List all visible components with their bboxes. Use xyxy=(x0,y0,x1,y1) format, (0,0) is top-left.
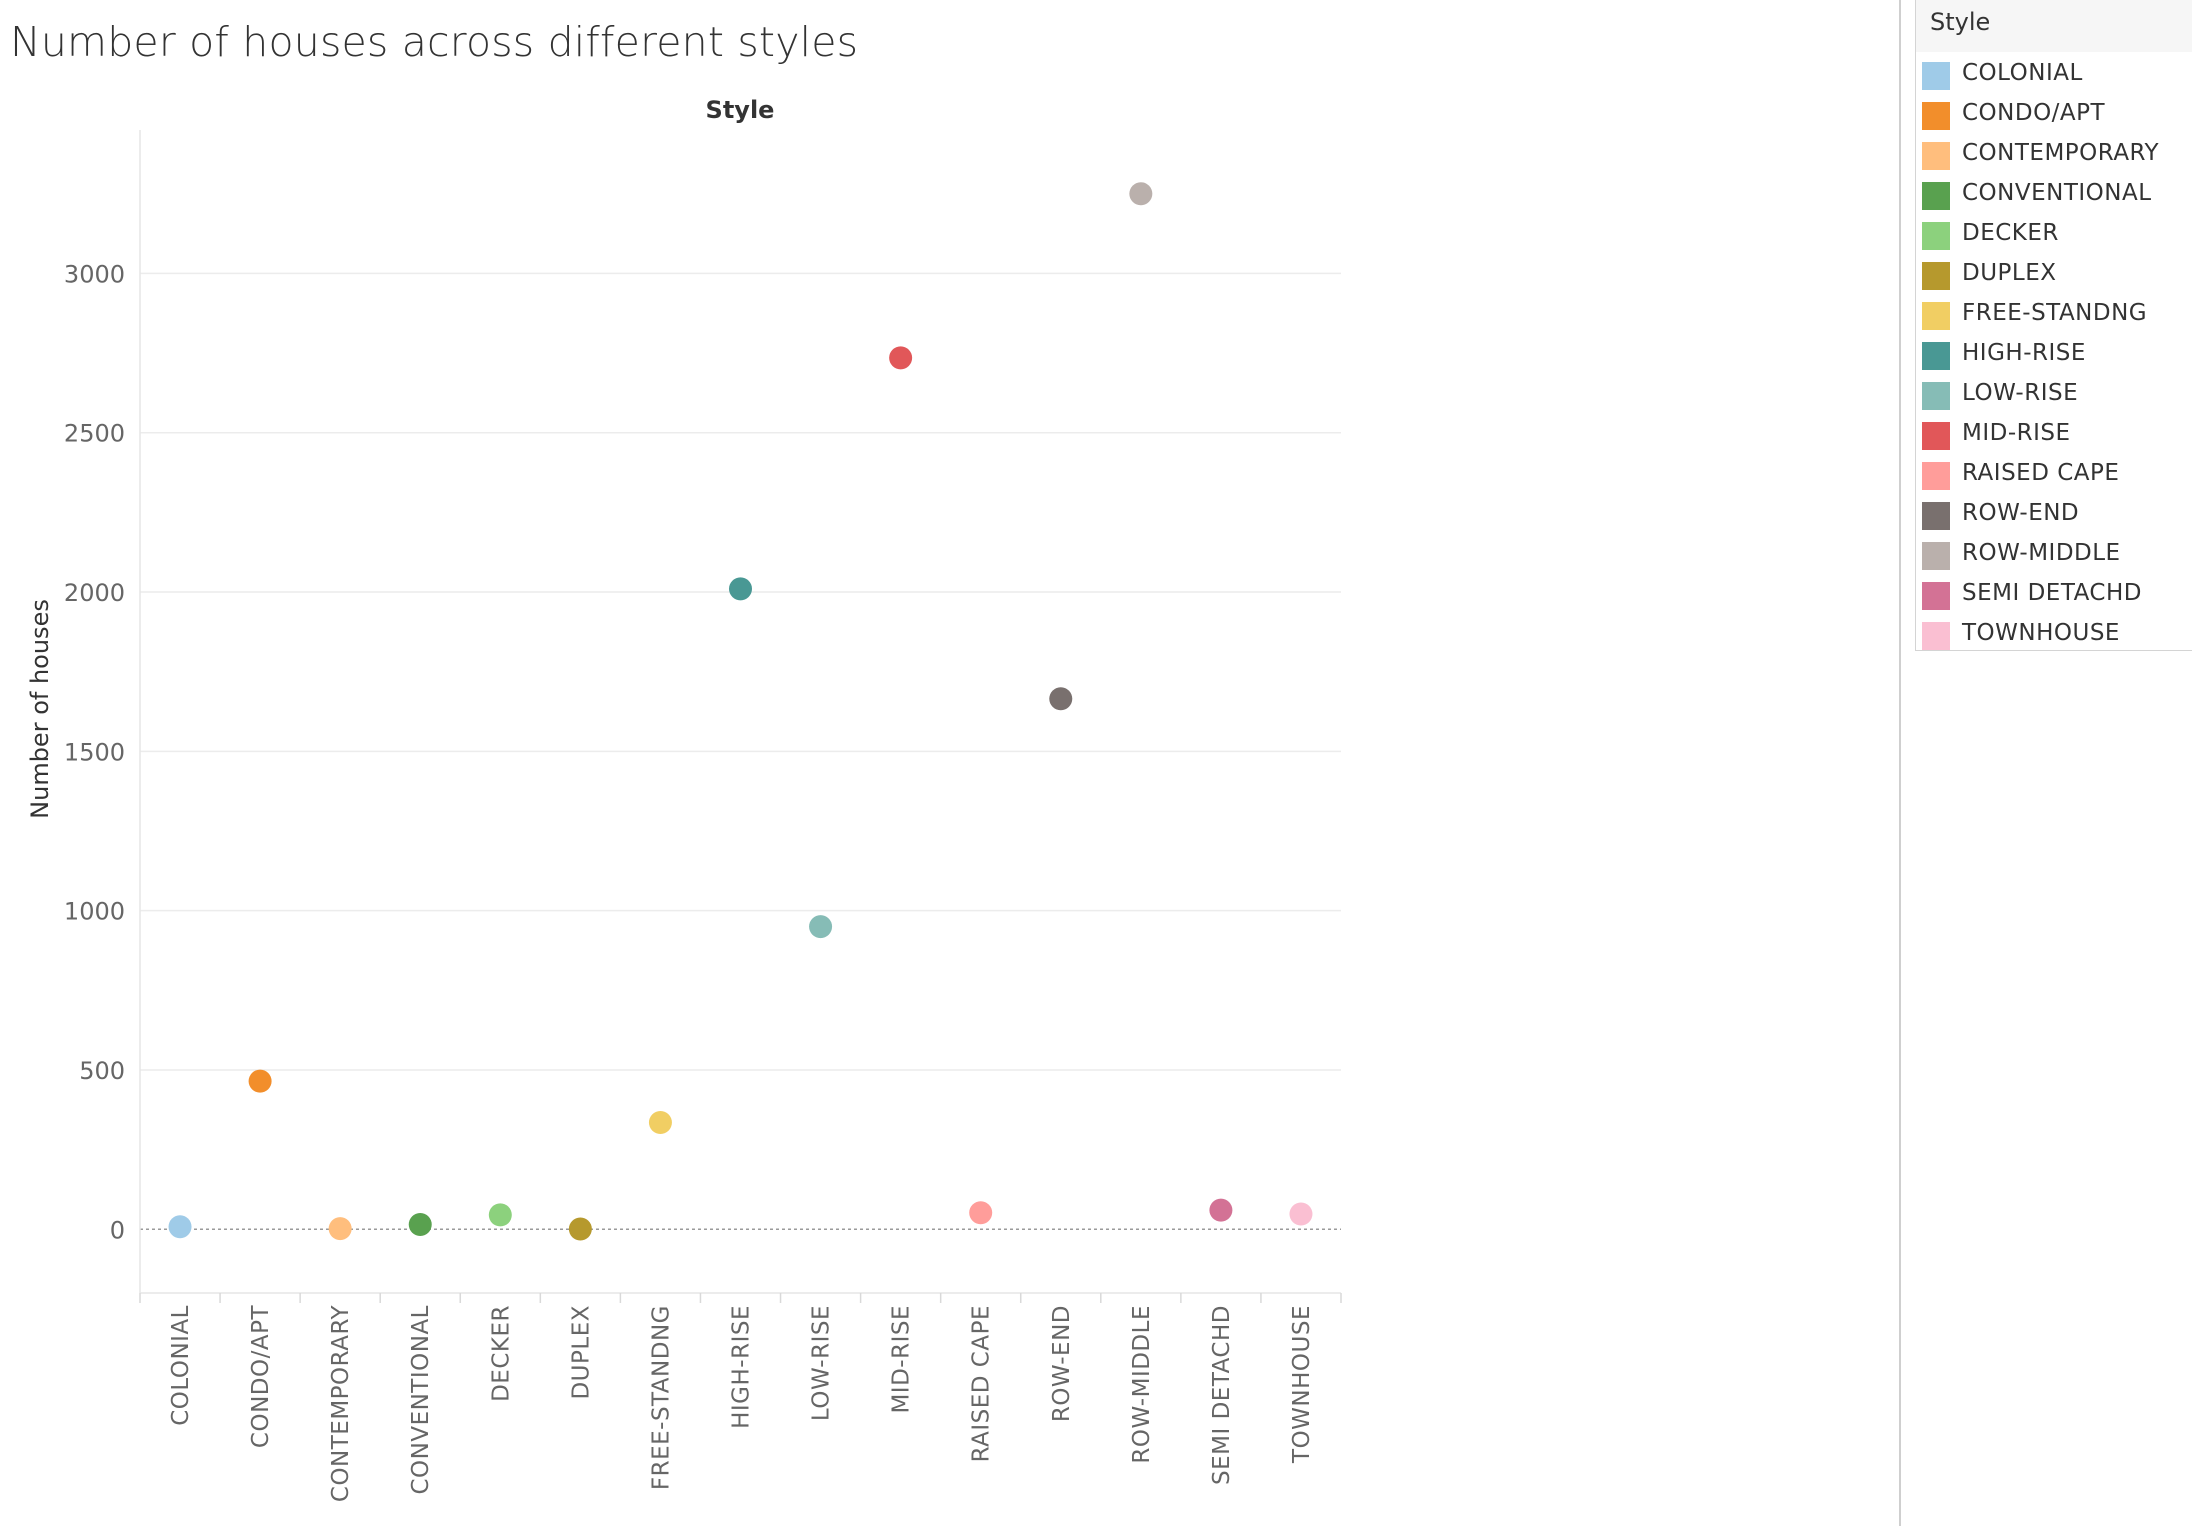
data-point[interactable] xyxy=(809,915,833,939)
x-tick-label: HIGH-RISE xyxy=(729,1305,755,1429)
legend-label: CONVENTIONAL xyxy=(1962,180,2152,206)
legend-label: SEMI DETACHD xyxy=(1962,580,2142,606)
data-point[interactable] xyxy=(488,1203,512,1227)
y-tick-label: 2500 xyxy=(64,420,125,448)
data-point[interactable] xyxy=(168,1215,192,1239)
legend-item[interactable]: SEMI DETACHD xyxy=(1922,576,2192,616)
legend-swatch xyxy=(1922,182,1950,210)
data-point[interactable] xyxy=(729,577,752,601)
y-tick-label: 2000 xyxy=(64,579,125,607)
legend-swatch xyxy=(1922,422,1950,450)
x-tick-label: CONVENTIONAL xyxy=(408,1305,434,1495)
legend-label: LOW-RISE xyxy=(1962,380,2079,406)
data-point[interactable] xyxy=(568,1217,592,1241)
legend-item[interactable]: MID-RISE xyxy=(1922,416,2192,456)
legend-label: ROW-END xyxy=(1962,500,2080,526)
data-point[interactable] xyxy=(648,1111,672,1135)
sidebar: Style COLONIAL CONDO/APT CONTEMPORARY CONVE… xyxy=(1899,0,2192,1526)
legend-item[interactable]: ROW-MIDDLE xyxy=(1922,536,2192,576)
legend-item[interactable]: ROW-END xyxy=(1922,496,2192,536)
y-axis-title: Number of houses xyxy=(26,599,54,819)
x-tick-label: RAISED CAPE xyxy=(969,1305,995,1462)
legend-item[interactable]: DECKER xyxy=(1922,216,2192,256)
x-tick-label: MID-RISE xyxy=(889,1305,915,1414)
chart-plot: Style Number of houses 0 500 1000 1500 2000 2… xyxy=(26,96,1342,1503)
x-tick-label: CONTEMPORARY xyxy=(328,1305,354,1503)
legend-swatch xyxy=(1922,462,1950,490)
legend-swatch xyxy=(1922,302,1950,330)
x-tick-label: SEMI DETACHD xyxy=(1209,1305,1235,1485)
x-tick-label: ROW-END xyxy=(1049,1305,1075,1422)
data-point[interactable] xyxy=(248,1069,272,1093)
legend-item[interactable]: CONTEMPORARY xyxy=(1922,136,2192,176)
x-tick-label: TOWNHOUSE xyxy=(1289,1305,1315,1464)
legend-item[interactable]: CONVENTIONAL xyxy=(1922,176,2192,216)
legend-swatch xyxy=(1922,622,1950,650)
y-tick-label: 1000 xyxy=(64,898,125,926)
x-axis-ticks: COLONIAL CONDO/APT CONTEMPORARY CONVENTIONA… xyxy=(168,1305,1315,1503)
legend-swatch xyxy=(1922,222,1950,250)
data-point[interactable] xyxy=(889,346,913,370)
legend-label: HIGH-RISE xyxy=(1962,340,2086,366)
data-point[interactable] xyxy=(1209,1198,1233,1222)
legend-label: RAISED CAPE xyxy=(1962,460,2120,486)
legend-swatch xyxy=(1922,262,1950,290)
legend-swatch xyxy=(1922,142,1950,170)
data-point[interactable] xyxy=(408,1212,432,1236)
legend-item[interactable]: TOWNHOUSE xyxy=(1922,616,2192,656)
legend-label: DUPLEX xyxy=(1962,260,2057,286)
x-tick-label: DUPLEX xyxy=(568,1305,594,1400)
x-tick-label: ROW-MIDDLE xyxy=(1129,1305,1155,1464)
legend-swatch xyxy=(1922,382,1950,410)
data-point[interactable] xyxy=(1129,182,1153,206)
legend-item[interactable]: RAISED CAPE xyxy=(1922,456,2192,496)
legend-item[interactable]: HIGH-RISE xyxy=(1922,336,2192,376)
data-point[interactable] xyxy=(1049,687,1073,711)
legend-item[interactable]: COLONIAL xyxy=(1922,56,2192,96)
legend: Style COLONIAL CONDO/APT CONTEMPORARY CONVE… xyxy=(1915,0,2192,651)
data-points xyxy=(168,182,1313,1241)
gridlines xyxy=(140,272,1341,1231)
x-tick-label: FREE-STANDNG xyxy=(648,1305,674,1490)
chart-title: Number of houses across different styles xyxy=(10,18,859,66)
x-tick-label: LOW-RISE xyxy=(809,1305,835,1421)
legend-swatch xyxy=(1922,542,1950,570)
data-point[interactable] xyxy=(328,1217,352,1241)
data-point[interactable] xyxy=(1289,1202,1313,1226)
data-point[interactable] xyxy=(969,1201,993,1225)
legend-label: CONTEMPORARY xyxy=(1962,140,2160,166)
x-tick-label: COLONIAL xyxy=(168,1305,194,1426)
column-header: Style xyxy=(706,96,775,124)
legend-item[interactable]: LOW-RISE xyxy=(1922,376,2192,416)
legend-title: Style xyxy=(1930,8,1991,36)
legend-swatch xyxy=(1922,502,1950,530)
y-axis-ticks: 0 500 1000 1500 2000 2500 3000 xyxy=(64,260,125,1244)
x-tick-label: DECKER xyxy=(488,1305,514,1402)
axes xyxy=(139,130,1342,1303)
x-tick-label: CONDO/APT xyxy=(248,1305,274,1449)
legend-label: FREE-STANDNG xyxy=(1962,300,2148,326)
y-tick-label: 0 xyxy=(110,1216,125,1244)
legend-label: MID-RISE xyxy=(1962,420,2071,446)
legend-swatch xyxy=(1922,62,1950,90)
y-tick-label: 3000 xyxy=(64,260,125,288)
legend-header xyxy=(1916,0,2192,52)
legend-item[interactable]: FREE-STANDNG xyxy=(1922,296,2192,336)
legend-label: TOWNHOUSE xyxy=(1962,620,2120,646)
legend-item[interactable]: CONDO/APT xyxy=(1922,96,2192,136)
legend-swatch xyxy=(1922,582,1950,610)
legend-swatch xyxy=(1922,342,1950,370)
legend-label: ROW-MIDDLE xyxy=(1962,540,2121,566)
y-tick-label: 1500 xyxy=(64,738,125,766)
legend-label: COLONIAL xyxy=(1962,60,2083,86)
legend-swatch xyxy=(1922,102,1950,130)
y-tick-label: 500 xyxy=(79,1057,125,1085)
legend-label: CONDO/APT xyxy=(1962,100,2106,126)
legend-item[interactable]: DUPLEX xyxy=(1922,256,2192,296)
legend-label: DECKER xyxy=(1962,220,2059,246)
